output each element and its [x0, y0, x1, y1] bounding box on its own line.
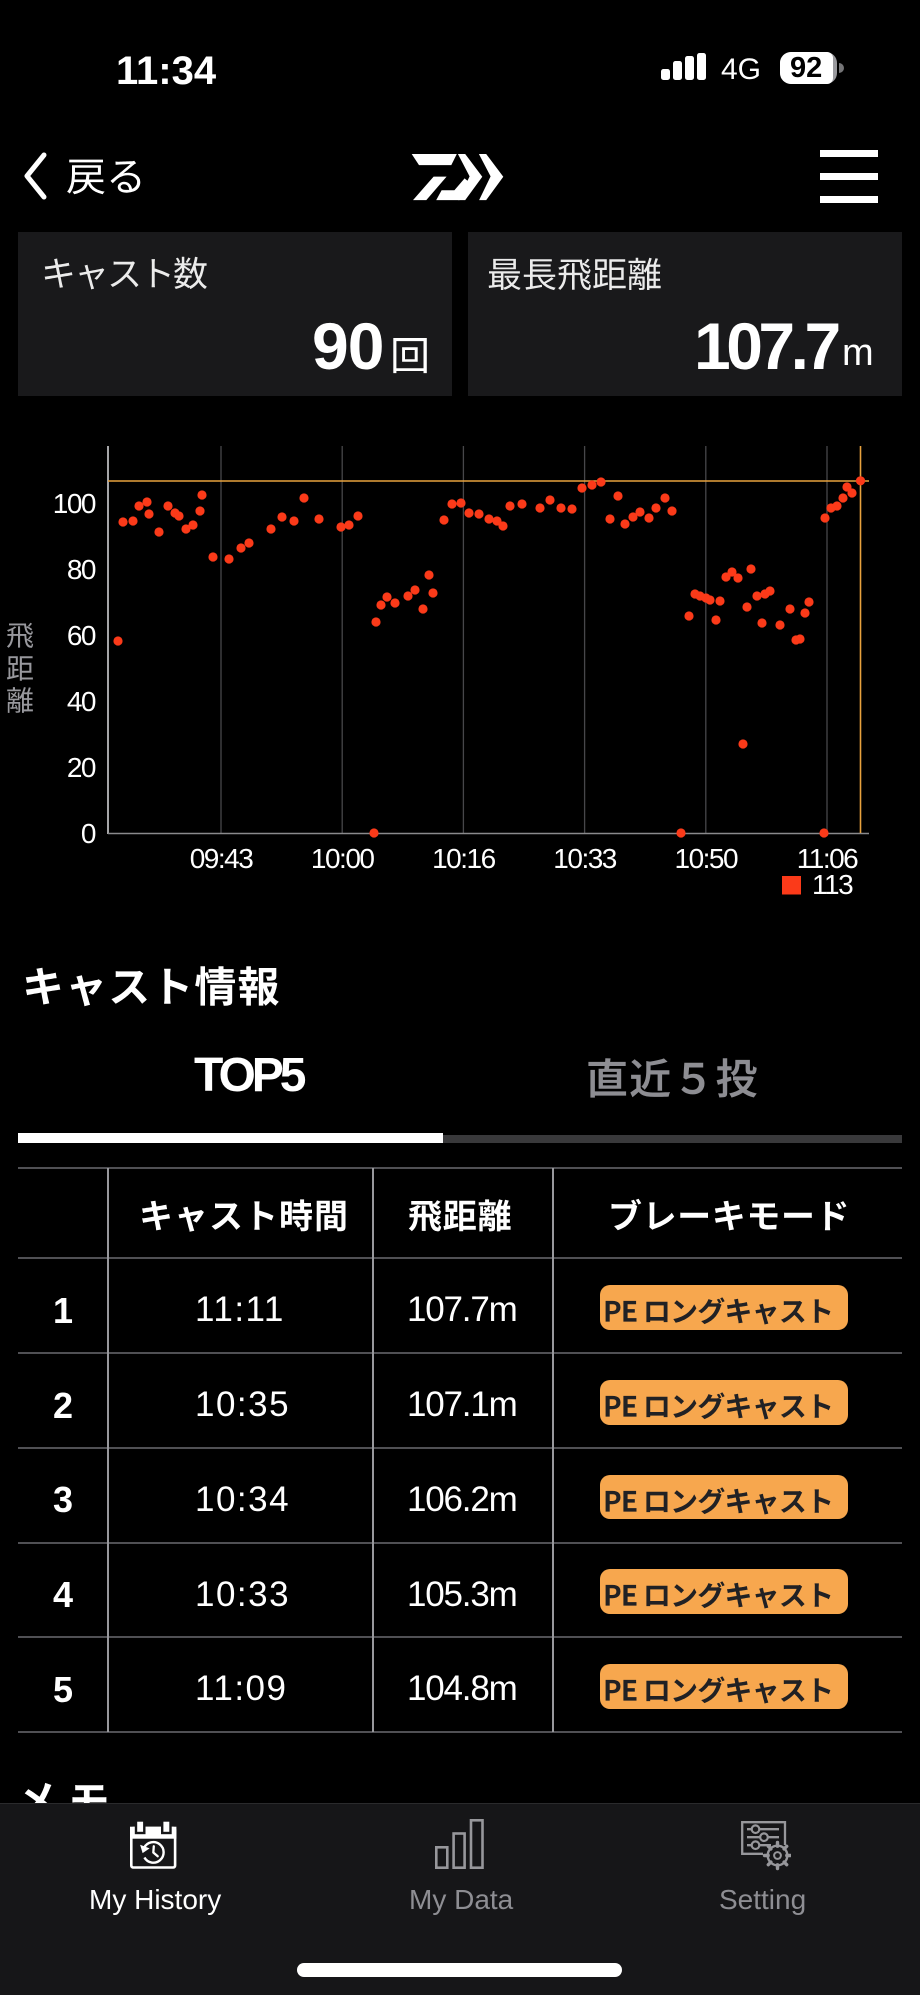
svg-text:11:06: 11:06 — [797, 843, 858, 874]
svg-text:09:43: 09:43 — [190, 843, 253, 874]
svg-text:10:16: 10:16 — [432, 843, 495, 874]
svg-text:40: 40 — [67, 686, 96, 717]
svg-text:100: 100 — [53, 488, 96, 519]
svg-text:80: 80 — [67, 554, 96, 585]
svg-text:10:00: 10:00 — [311, 843, 374, 874]
svg-text:10:33: 10:33 — [553, 843, 616, 874]
svg-text:20: 20 — [67, 752, 96, 783]
svg-text:113: 113 — [812, 869, 853, 900]
svg-text:0: 0 — [81, 818, 96, 849]
svg-text:10:50: 10:50 — [675, 843, 738, 874]
svg-text:60: 60 — [67, 620, 96, 651]
